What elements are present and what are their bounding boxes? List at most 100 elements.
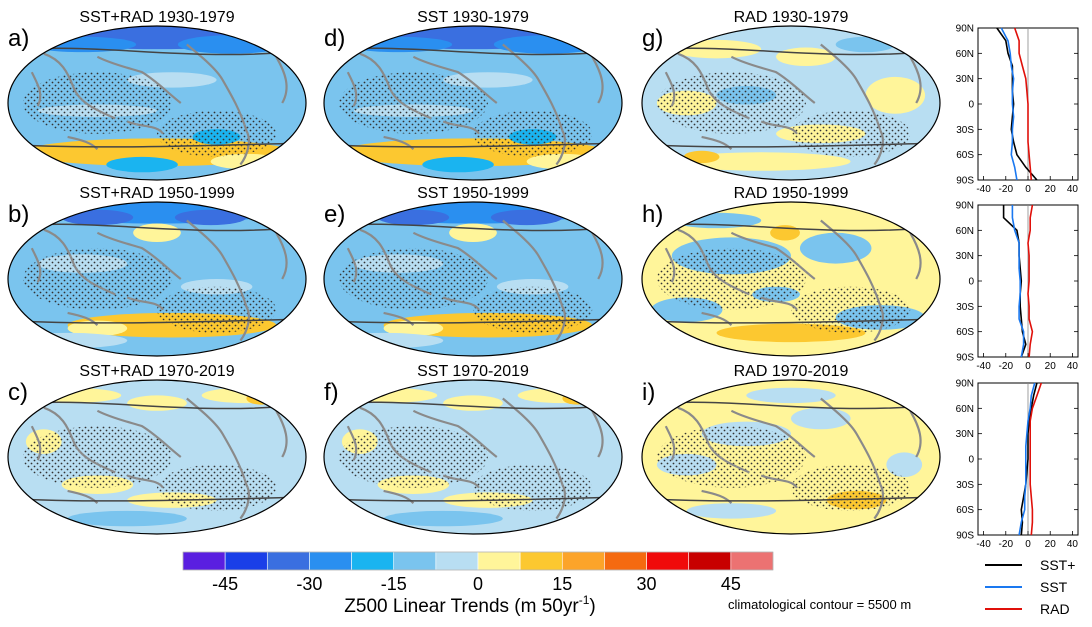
x-tick-label: -20 xyxy=(999,361,1014,372)
coastline xyxy=(96,409,182,458)
x-tick-label: 0 xyxy=(1025,361,1031,372)
coastline xyxy=(383,135,415,150)
x-tick-label: 40 xyxy=(1067,184,1079,195)
profile-legend: SST+ SST RAD xyxy=(985,557,1075,617)
trend-region xyxy=(133,223,181,243)
panel-title: SST 1950-1999 xyxy=(417,185,529,202)
significance-stipple xyxy=(656,72,806,134)
coastline xyxy=(359,406,432,474)
y-tick-label: 60S xyxy=(956,505,974,516)
profile-line-rad xyxy=(1029,382,1043,536)
colorbar-swatch xyxy=(393,551,437,571)
significance-stipple xyxy=(791,286,911,333)
panel-title: RAD 1930-1979 xyxy=(734,9,849,26)
coastline xyxy=(820,397,884,520)
trend-region xyxy=(174,209,247,226)
coastline xyxy=(677,406,750,474)
coastline xyxy=(909,56,922,104)
panel-title: SST+RAD 1930-1979 xyxy=(79,9,234,26)
y-tick-label: 30N xyxy=(956,251,974,262)
y-tick-label: 0 xyxy=(968,455,974,466)
coastline xyxy=(30,425,42,461)
panel-title: RAD 1950-1999 xyxy=(734,185,849,202)
coastline xyxy=(412,409,498,458)
x-tick-label: -40 xyxy=(976,361,991,372)
y-tick-label: 90N xyxy=(956,379,974,390)
panel-title: SST+RAD 1950-1999 xyxy=(79,185,234,202)
x-tick-label: 20 xyxy=(1045,361,1057,372)
significance-stipple xyxy=(656,426,806,488)
map-border xyxy=(7,25,307,181)
coastline xyxy=(67,311,99,326)
coastline xyxy=(67,489,99,504)
panel-title: RAD 1970-2019 xyxy=(734,363,849,380)
significance-stipple xyxy=(157,110,277,157)
panel-title: SST+RAD 1970-2019 xyxy=(79,363,234,380)
coastline xyxy=(591,56,604,104)
climatological-contour xyxy=(324,496,622,502)
coastline xyxy=(442,474,480,489)
coastline xyxy=(730,409,816,458)
significance-stipple xyxy=(472,464,593,511)
colorbar-swatch xyxy=(309,551,352,571)
profile-line-sst xyxy=(1018,382,1036,536)
map-panel: SST+RAD 1950-1999 b) xyxy=(7,185,307,357)
colorbar-swatch xyxy=(477,551,521,571)
y-tick-label: 30S xyxy=(956,125,974,136)
coastline xyxy=(664,247,676,283)
y-tick-label: 90S xyxy=(956,176,974,187)
colorbar-swatch xyxy=(604,551,647,571)
panel-letter: b) xyxy=(8,201,29,228)
colorbar-swatch xyxy=(266,551,310,571)
trend-region xyxy=(67,320,128,336)
coastline xyxy=(412,231,498,280)
trend-region xyxy=(791,407,851,430)
colorbar-tick-label: 30 xyxy=(637,574,657,594)
y-tick-label: 0 xyxy=(968,100,974,111)
coastline xyxy=(442,296,480,311)
trend-region xyxy=(383,320,444,336)
colorbar-swatch xyxy=(730,551,774,571)
significance-stipple xyxy=(338,426,488,488)
legend-label: SST xyxy=(1040,579,1068,595)
coastline xyxy=(359,228,432,296)
panel-letter: f) xyxy=(324,379,339,406)
trend-region xyxy=(686,503,777,519)
x-tick-label: 0 xyxy=(1025,184,1031,195)
colorbar: -45 -30 -15 0 15 30 45 xyxy=(182,551,774,594)
coastline xyxy=(346,425,358,461)
trend-region xyxy=(106,156,178,173)
coastline xyxy=(346,71,358,107)
coastline xyxy=(96,55,182,104)
coastline xyxy=(502,397,566,520)
y-tick-label: 30N xyxy=(956,429,974,440)
x-tick-label: 40 xyxy=(1067,539,1079,550)
colorbar-swatch xyxy=(646,551,690,571)
panel-title: SST 1970-2019 xyxy=(417,363,529,380)
map-panels: SST+RAD 1930-1979 a) SST 1930-1979 d) RAD 19… xyxy=(7,9,941,535)
significance-stipple xyxy=(791,110,911,157)
coastline xyxy=(820,219,884,342)
profile-line-sstplus xyxy=(1002,205,1027,358)
colorbar-swatch xyxy=(561,551,605,571)
map-panel: RAD 1950-1999 h) xyxy=(641,185,941,357)
map-panel: RAD 1930-1979 g) xyxy=(641,9,941,181)
trend-region xyxy=(886,452,923,478)
colorbar-tick-label: 15 xyxy=(552,574,572,594)
climatological-contour xyxy=(8,318,306,324)
coastline xyxy=(591,410,604,458)
trend-region xyxy=(422,156,494,173)
coastline xyxy=(43,406,116,474)
colorbar-swatch xyxy=(519,551,563,571)
panel-letter: i) xyxy=(642,379,655,406)
panel-letter: h) xyxy=(642,201,663,228)
coastline xyxy=(664,425,676,461)
map-panel: SST 1970-2019 f) xyxy=(323,363,623,535)
y-tick-label: 60S xyxy=(956,150,974,161)
x-tick-label: 0 xyxy=(1025,539,1031,550)
trend-region xyxy=(490,209,563,226)
trend-region xyxy=(377,209,450,226)
coastline xyxy=(383,489,415,504)
y-tick-label: 30S xyxy=(956,302,974,313)
legend-label: SST+ xyxy=(1040,557,1075,573)
